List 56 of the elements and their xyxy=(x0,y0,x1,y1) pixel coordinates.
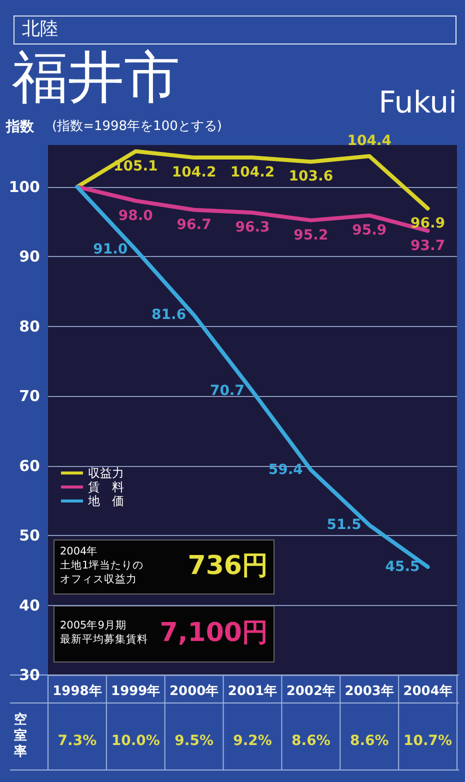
data-label: 91.0 xyxy=(93,242,128,258)
y-axis-title: 指数 xyxy=(5,119,35,135)
text: 8.6% xyxy=(350,733,389,749)
x-tick-label: 1998年 xyxy=(52,684,102,699)
y-tick-label: 30 xyxy=(19,666,40,684)
y-tick-label: 90 xyxy=(19,248,40,266)
text: (指数=1998年を100とする) xyxy=(52,119,222,134)
annotation: 7,100円 xyxy=(160,618,268,648)
x-tick-label: 2001年 xyxy=(228,684,278,699)
data-label: 95.9 xyxy=(352,222,387,238)
data-label: 70.7 xyxy=(210,383,244,400)
data-label: 45.5 xyxy=(385,558,420,575)
y-tick-label: 50 xyxy=(19,526,40,545)
text: Fukui xyxy=(378,86,458,120)
text: 空室率 xyxy=(13,712,27,760)
x-tick-label: 2000年 xyxy=(169,684,219,699)
legend-label: 収益力 xyxy=(88,466,124,480)
data-label: 103.6 xyxy=(288,168,334,185)
data-label: 95.2 xyxy=(294,227,328,244)
x-tick-label: 1999年 xyxy=(111,684,160,699)
data-label: 98.0 xyxy=(118,208,154,224)
text: 7.3% xyxy=(58,733,97,749)
chart-title: 福井市 xyxy=(12,46,180,110)
legend-label: 地 価 xyxy=(87,494,124,508)
legend-label: 賃 料 xyxy=(88,480,124,494)
annotation: 土地1坪当たりの xyxy=(60,558,144,572)
annotation: 736円 xyxy=(188,551,268,581)
line-series xyxy=(75,149,430,210)
data-label: 93.7 xyxy=(410,238,446,254)
y-tick-label: 100 xyxy=(8,178,40,196)
x-tick-label: 2002年 xyxy=(286,684,336,699)
data-label: 104.4 xyxy=(347,133,392,150)
annotation: 最新平均募集賃料 xyxy=(60,632,148,646)
chart-subtitle: 北陸 xyxy=(22,18,58,40)
x-tick-label: 2003年 xyxy=(344,684,394,699)
annotation: オフィス収益力 xyxy=(60,572,137,586)
annotation: 2004年 xyxy=(60,546,98,558)
data-label: 59.4 xyxy=(268,462,304,478)
annotation: 2005年9月期 xyxy=(60,620,126,632)
y-tick-label: 60 xyxy=(19,456,40,475)
data-label: 104.2 xyxy=(230,164,275,181)
y-tick-label: 40 xyxy=(19,596,40,614)
data-label: 104.2 xyxy=(172,164,216,181)
data-label: 96.7 xyxy=(176,216,212,233)
data-label: 96.3 xyxy=(235,220,270,236)
text: 9.5% xyxy=(174,733,214,749)
text: 10.0% xyxy=(111,733,160,749)
y-tick-label: 70 xyxy=(19,387,40,406)
x-tick-label: 2004年 xyxy=(403,684,452,699)
data-label: 96.9 xyxy=(410,215,446,232)
text: 10.7% xyxy=(403,733,452,749)
data-label: 81.6 xyxy=(152,307,186,324)
text: 9.2% xyxy=(233,733,272,749)
text: 8.6% xyxy=(292,733,330,749)
data-label: 51.5 xyxy=(326,517,362,534)
y-tick-label: 80 xyxy=(19,317,40,336)
